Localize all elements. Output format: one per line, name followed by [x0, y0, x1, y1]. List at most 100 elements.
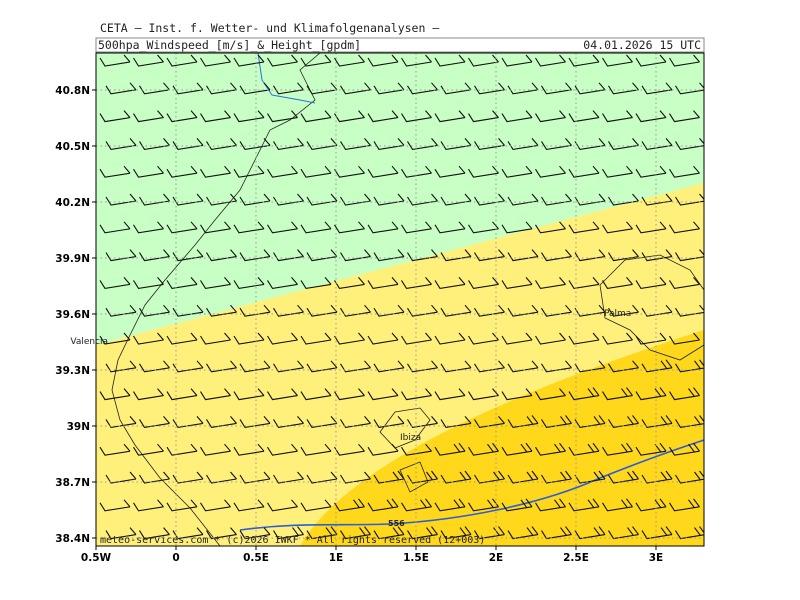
wind-barb [641, 359, 673, 373]
wind-barb [568, 387, 600, 401]
wind-barb [166, 54, 198, 67]
wind-barb [99, 277, 131, 290]
wind-barb [468, 165, 499, 178]
wind-barb [133, 221, 164, 234]
wind-barb [200, 54, 231, 67]
wind-barb [139, 527, 170, 540]
wind-barbs [99, 54, 704, 540]
wind-barb [474, 82, 505, 95]
wind-barb [166, 277, 198, 290]
height-contour [239, 439, 704, 531]
wind-barb [373, 526, 405, 540]
wind-barb [568, 498, 600, 512]
wind-barb [507, 138, 539, 151]
wind-barb [635, 277, 667, 290]
wind-barb [239, 304, 271, 317]
wind-barb [139, 249, 170, 262]
wind-barb [602, 221, 633, 234]
y-tick-label: 39.9N [55, 253, 90, 265]
wind-barb [206, 193, 237, 206]
x-tick-label: 2E [489, 552, 503, 564]
wind-barb [401, 332, 432, 345]
place-label: Ibiza [400, 433, 421, 443]
wind-barb [267, 221, 298, 234]
wind-barb [608, 82, 639, 95]
wind-barb [306, 471, 338, 484]
wind-barb [507, 304, 539, 317]
wind-barb [401, 110, 432, 123]
wind-barb [608, 193, 639, 206]
wind-barb [669, 387, 700, 401]
wind-barb [675, 526, 704, 540]
wind-barb [306, 82, 338, 95]
wind-barb [367, 443, 399, 456]
wind-barb [440, 249, 472, 262]
wind-barb [200, 277, 231, 290]
wind-barb [133, 332, 164, 345]
wind-barb [474, 304, 505, 317]
wind-barb [407, 470, 438, 484]
wind-barb [99, 221, 131, 234]
y-tick-label: 38.4N [55, 533, 90, 545]
wind-barb [669, 332, 700, 345]
wind-barb [440, 470, 472, 484]
wind-barb [367, 388, 399, 401]
grid [96, 53, 704, 546]
wind-barb [501, 165, 533, 178]
wind-barb [206, 527, 237, 540]
wind-barb [675, 82, 704, 95]
wind-barb [105, 82, 137, 95]
wind-barb [535, 277, 566, 290]
wind-barb [474, 416, 505, 429]
wind-barb [568, 332, 600, 345]
wind-barb [501, 221, 533, 234]
wind-barb [675, 470, 704, 484]
wind-barb [267, 277, 298, 290]
wind-barb [501, 277, 533, 290]
wind-barb [501, 332, 533, 345]
wind-barb [200, 165, 231, 178]
wind-barb [300, 54, 332, 67]
wind-barb [139, 138, 170, 151]
wind-barb [568, 442, 600, 456]
wind-barb [133, 54, 164, 67]
wind-barb [407, 416, 438, 429]
wind-barb [440, 526, 472, 540]
wind-barb [574, 470, 606, 484]
wind-barb [373, 470, 405, 484]
wind-barb [468, 388, 499, 401]
wind-barb [166, 110, 198, 123]
wind-barb [239, 193, 271, 206]
wind-barb [608, 304, 639, 317]
wind-barb [434, 442, 466, 456]
wind-barb [669, 498, 700, 512]
y-tick-label: 38.7N [55, 477, 90, 489]
wind-barb [468, 442, 499, 456]
x-tick-label: 3E [649, 552, 663, 564]
wind-barb [401, 221, 432, 234]
wind-barb [608, 470, 639, 484]
wind-barb [507, 249, 539, 262]
wind-barb [99, 54, 131, 67]
wind-barb [641, 470, 673, 484]
wind-barb [172, 416, 204, 429]
wind-barb [172, 249, 204, 262]
wind-barb [367, 277, 399, 290]
wind-barb [669, 221, 700, 234]
wind-barb [407, 526, 438, 540]
wind-barb [99, 165, 131, 178]
wind-barb [200, 388, 231, 401]
wind-barb [340, 138, 371, 151]
wind-barb [367, 221, 399, 234]
wind-barb [166, 165, 198, 178]
wind-barb [669, 165, 700, 178]
wind-barb [535, 332, 566, 345]
wind-barb [675, 249, 704, 262]
wind-barb [507, 526, 539, 540]
x-tick-label: 1.5E [403, 552, 429, 564]
wind-barb [273, 360, 304, 373]
wind-barb [501, 388, 533, 401]
wind-barb [334, 498, 365, 512]
wind-barb [206, 138, 237, 151]
wind-barb [172, 193, 204, 206]
